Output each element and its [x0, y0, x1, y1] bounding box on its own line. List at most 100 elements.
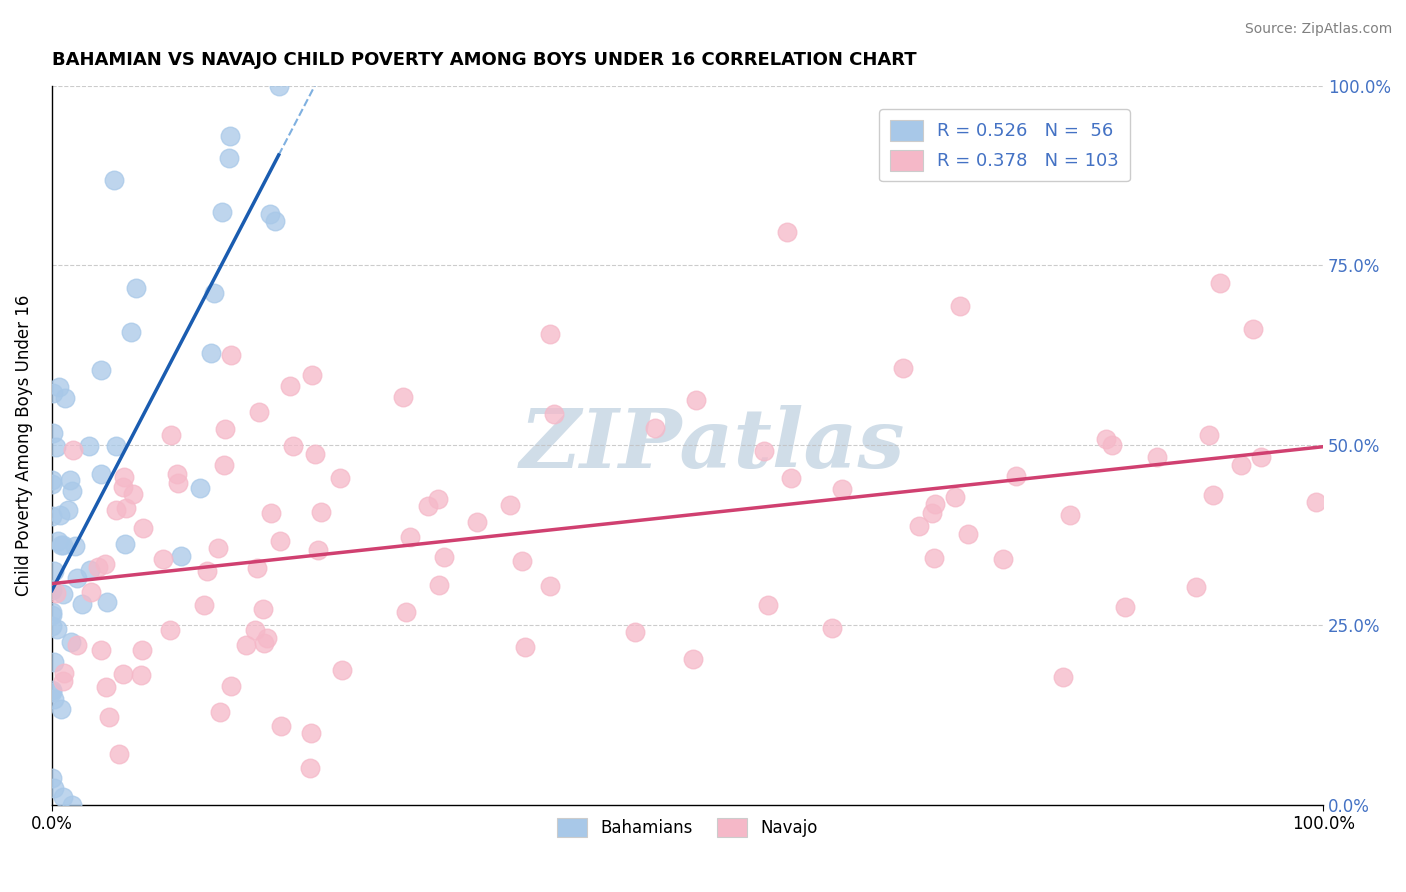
Point	[51, 674, 73, 689]
Point	[202, 286, 225, 301]
Point	[235, 638, 257, 652]
Point	[41, 476, 63, 491]
Point	[219, 347, 242, 361]
Point	[131, 643, 153, 657]
Point	[152, 552, 174, 566]
Point	[395, 605, 418, 619]
Point	[114, 537, 136, 551]
Point	[269, 533, 291, 548]
Point	[79, 439, 101, 453]
Point	[212, 458, 235, 472]
Point	[513, 640, 536, 654]
Point	[416, 499, 439, 513]
Point	[299, 726, 322, 740]
Point	[1230, 458, 1253, 472]
Point	[46, 534, 69, 549]
Point	[538, 580, 561, 594]
Y-axis label: Child Poverty Among Boys Under 16: Child Poverty Among Boys Under 16	[15, 294, 32, 596]
Point	[111, 667, 134, 681]
Point	[193, 599, 215, 613]
Point	[166, 467, 188, 482]
Point	[1095, 432, 1118, 446]
Point	[924, 550, 946, 565]
Point	[129, 668, 152, 682]
Point	[52, 538, 75, 552]
Point	[167, 476, 190, 491]
Point	[41, 771, 63, 785]
Point	[1059, 508, 1081, 523]
Legend: Bahamians, Navajo: Bahamians, Navajo	[550, 811, 825, 844]
Point	[41, 684, 63, 698]
Point	[60, 797, 83, 812]
Point	[427, 491, 450, 506]
Point	[330, 663, 353, 677]
Point	[891, 360, 914, 375]
Point	[188, 481, 211, 495]
Point	[70, 597, 93, 611]
Point	[41, 619, 63, 633]
Text: Source: ZipAtlas.com: Source: ZipAtlas.com	[1244, 22, 1392, 37]
Point	[682, 652, 704, 666]
Point	[79, 563, 101, 577]
Point	[41, 683, 63, 698]
Point	[44, 655, 66, 669]
Point	[543, 407, 565, 421]
Point	[41, 583, 63, 598]
Point	[87, 559, 110, 574]
Point	[391, 390, 413, 404]
Text: ZIPatlas: ZIPatlas	[520, 405, 905, 485]
Point	[756, 598, 779, 612]
Point	[211, 205, 233, 219]
Point	[80, 584, 103, 599]
Point	[1185, 580, 1208, 594]
Point	[943, 490, 966, 504]
Point	[207, 541, 229, 556]
Point	[159, 428, 181, 442]
Point	[219, 679, 242, 693]
Point	[957, 527, 980, 541]
Point	[45, 586, 67, 600]
Point	[253, 636, 276, 650]
Point	[66, 638, 89, 652]
Point	[53, 665, 76, 680]
Point	[1146, 450, 1168, 465]
Point	[105, 503, 128, 517]
Point	[131, 521, 153, 535]
Point	[44, 780, 66, 795]
Point	[499, 498, 522, 512]
Point	[41, 509, 63, 524]
Point	[42, 426, 65, 441]
Point	[218, 151, 240, 165]
Point	[260, 506, 283, 520]
Point	[41, 608, 63, 623]
Point	[62, 442, 84, 457]
Point	[42, 692, 65, 706]
Point	[59, 473, 82, 487]
Point	[1241, 322, 1264, 336]
Point	[948, 299, 970, 313]
Point	[219, 129, 242, 144]
Point	[49, 508, 72, 522]
Point	[259, 207, 281, 221]
Point	[510, 554, 533, 568]
Point	[264, 214, 287, 228]
Point	[112, 470, 135, 484]
Point	[775, 225, 797, 239]
Point	[1101, 438, 1123, 452]
Point	[1209, 276, 1232, 290]
Point	[1005, 469, 1028, 483]
Point	[42, 564, 65, 578]
Point	[538, 326, 561, 341]
Point	[1052, 670, 1074, 684]
Point	[214, 422, 236, 436]
Point	[243, 623, 266, 637]
Point	[124, 280, 146, 294]
Point	[41, 473, 63, 487]
Point	[398, 530, 420, 544]
Point	[94, 557, 117, 571]
Point	[307, 542, 329, 557]
Point	[1202, 488, 1225, 502]
Point	[60, 483, 83, 498]
Point	[298, 761, 321, 775]
Point	[209, 705, 232, 719]
